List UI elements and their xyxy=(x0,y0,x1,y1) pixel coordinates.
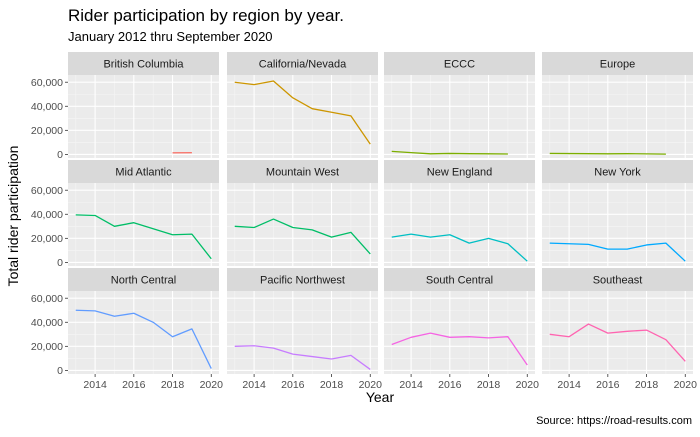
x-tick-label: 2016 xyxy=(122,379,146,391)
y-tick-label: 40,000 xyxy=(31,101,63,113)
y-tick-label: 60,000 xyxy=(31,77,63,89)
panel-background xyxy=(384,291,535,374)
y-tick-label: 0 xyxy=(57,365,63,377)
series-line xyxy=(550,153,666,154)
y-tick-label: 40,000 xyxy=(31,209,63,221)
facet-panel: South Central xyxy=(384,268,535,374)
facet-panels: British Columbia California/Nevada ECCC Eur… xyxy=(68,52,693,374)
facet-panel: New York xyxy=(542,160,693,266)
x-tick-label: 2018 xyxy=(635,379,659,391)
facet-strip-label: Pacific Northwest xyxy=(260,275,345,287)
chart-title: Rider participation by region by year. xyxy=(68,6,344,25)
x-tick-label: 2014 xyxy=(557,379,581,391)
y-axis-labels: 0 20,000 40,000 60,000 0 20,000 40,000 60,000 0 2… xyxy=(31,77,68,377)
panel-background xyxy=(68,75,219,158)
chart-caption: Source: https://road-results.com xyxy=(536,415,692,427)
y-tick-label: 0 xyxy=(57,149,63,161)
facet-panel: British Columbia xyxy=(68,52,219,158)
y-tick-label: 0 xyxy=(57,257,63,269)
x-tick-label: 2016 xyxy=(596,379,620,391)
x-tick-label: 2016 xyxy=(438,379,462,391)
x-tick-label: 2014 xyxy=(83,379,107,391)
facet-strip-label: New York xyxy=(594,167,641,179)
x-axis-title: Year xyxy=(366,389,395,405)
panel-background xyxy=(227,183,378,266)
facet-strip-label: ECCC xyxy=(444,59,475,71)
panel-background xyxy=(68,183,219,266)
facet-strip-label: California/Nevada xyxy=(259,59,347,71)
facet-strip-label: Southeast xyxy=(593,275,643,287)
panel-background xyxy=(384,183,535,266)
facet-strip-label: Mountain West xyxy=(266,167,339,179)
x-tick-label: 2018 xyxy=(161,379,185,391)
y-tick-label: 20,000 xyxy=(31,125,63,137)
panel-background xyxy=(227,291,378,374)
facet-panel: New England xyxy=(384,160,535,266)
y-tick-label: 20,000 xyxy=(31,341,63,353)
y-tick-label: 60,000 xyxy=(31,293,63,305)
x-tick-label: 2014 xyxy=(242,379,266,391)
y-tick-label: 20,000 xyxy=(31,233,63,245)
facet-panel: Mid Atlantic xyxy=(68,160,219,266)
facet-panel: Europe xyxy=(542,52,693,158)
y-tick-label: 60,000 xyxy=(31,185,63,197)
facet-strip-label: North Central xyxy=(111,275,176,287)
x-tick-label: 2020 xyxy=(516,379,540,391)
panel-background xyxy=(68,291,219,374)
x-tick-label: 2020 xyxy=(200,379,224,391)
facet-panel: North Central xyxy=(68,268,219,374)
facet-strip-label: South Central xyxy=(426,275,493,287)
panel-background xyxy=(542,75,693,158)
facet-strip-label: New England xyxy=(427,167,492,179)
panel-background xyxy=(542,183,693,266)
facet-panel: California/Nevada xyxy=(227,52,378,158)
facet-strip-label: Mid Atlantic xyxy=(115,167,172,179)
facet-panel: ECCC xyxy=(384,52,535,158)
facet-strip-label: British Columbia xyxy=(103,59,184,71)
facet-panel: Southeast xyxy=(542,268,693,374)
x-tick-label: 2016 xyxy=(281,379,305,391)
panel-background xyxy=(227,75,378,158)
x-tick-label: 2020 xyxy=(674,379,698,391)
y-axis-title: Total rider participation xyxy=(5,146,21,287)
facet-panel: Pacific Northwest xyxy=(227,268,378,374)
panel-background xyxy=(384,75,535,158)
chart-subtitle: January 2012 thru September 2020 xyxy=(68,29,273,44)
x-tick-label: 2018 xyxy=(477,379,501,391)
facet-panel: Mountain West xyxy=(227,160,378,266)
facet-strip-label: Europe xyxy=(600,59,635,71)
x-tick-label: 2014 xyxy=(399,379,423,391)
y-tick-label: 40,000 xyxy=(31,317,63,329)
x-tick-label: 2018 xyxy=(320,379,344,391)
